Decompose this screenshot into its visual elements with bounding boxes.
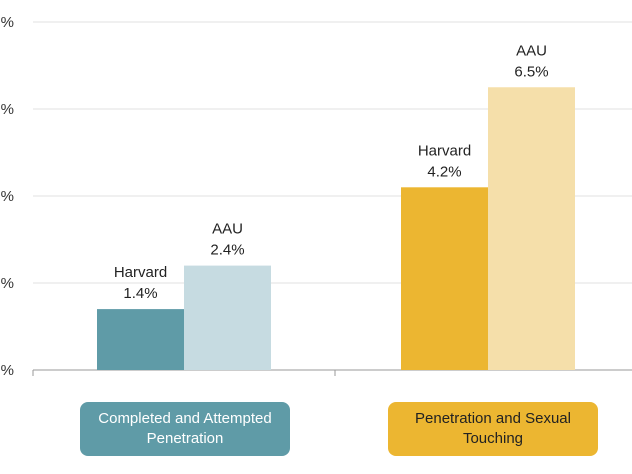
bar [184,265,271,370]
y-tick-label: % [1,362,14,379]
bar-series-label: AAU [212,221,243,238]
bar-series-label: Harvard [114,264,167,281]
bar [97,309,184,370]
y-tick-label: % [1,101,14,118]
category-label-text-1: Completed and Attempted Penetration [98,410,272,447]
category-label-text-2: Penetration and Sexual Touching [415,410,571,447]
bar [401,187,488,370]
y-tick-label: % [1,275,14,292]
category-label-completed-attempted-penetration: Completed and Attempted Penetration [80,402,290,456]
bar-series-label: AAU [516,42,547,59]
bar-value-label: 1.4% [123,285,157,302]
category-label-penetration-sexual-touching: Penetration and Sexual Touching [388,402,598,456]
bar-value-label: 6.5% [514,63,548,80]
bar-value-label: 4.2% [427,163,461,180]
bar-value-label: 2.4% [210,242,244,259]
bar-series-label: Harvard [418,142,471,159]
y-tick-label: % [1,14,14,31]
bar [488,87,575,370]
y-tick-label: % [1,188,14,205]
